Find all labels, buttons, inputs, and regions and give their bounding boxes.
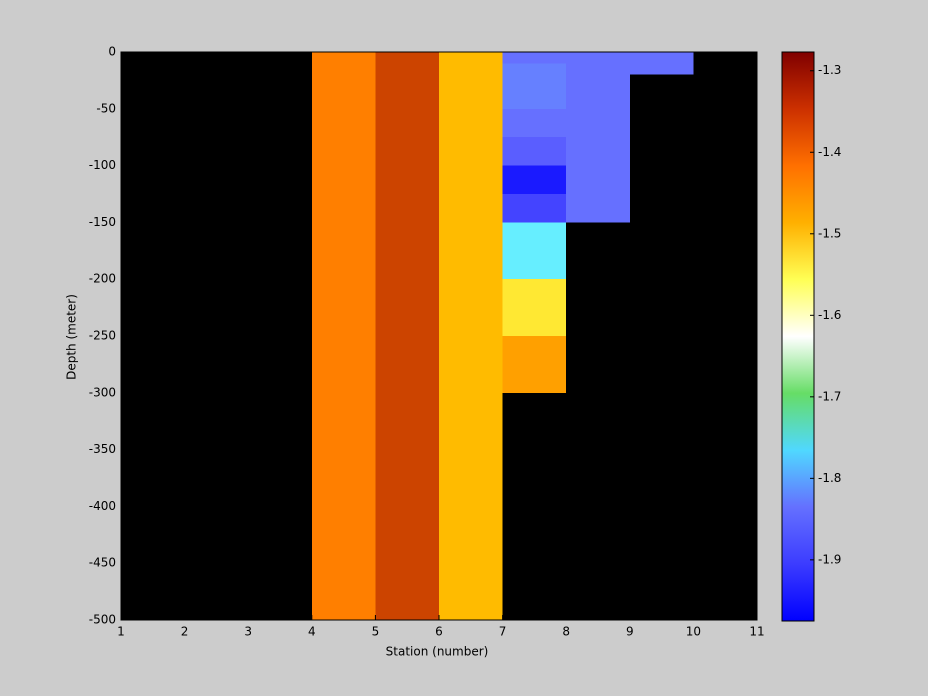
x-tick-label: 9 — [626, 625, 634, 639]
x-axis-label: Station (number) — [386, 645, 489, 659]
x-tick-label: 7 — [499, 625, 507, 639]
heatmap-cell — [502, 63, 567, 109]
colorbar — [781, 51, 815, 622]
x-tick-label: 4 — [308, 625, 316, 639]
colorbar-tick-label: -1.8 — [818, 471, 841, 485]
colorbar-tick-label: -1.3 — [818, 63, 841, 77]
x-tick-label: 6 — [435, 625, 443, 639]
x-tick-label: 3 — [244, 625, 252, 639]
x-tick-label: 1 — [117, 625, 125, 639]
x-tick-label: 8 — [562, 625, 570, 639]
colorbar-tick-label: -1.4 — [818, 145, 841, 159]
y-tick-label: -50 — [96, 101, 116, 115]
x-tick-label: 2 — [181, 625, 189, 639]
heatmap-cell — [502, 165, 567, 194]
y-tick-label: -300 — [89, 385, 116, 399]
x-tick-label: 5 — [372, 625, 380, 639]
y-tick-label: -200 — [89, 272, 116, 286]
x-tick-label: 11 — [749, 625, 764, 639]
heatmap-cell — [566, 74, 630, 223]
colorbar-tick-label: -1.5 — [818, 226, 841, 240]
heatmap-cell — [375, 52, 439, 620]
heatmap-cell — [502, 336, 567, 393]
y-tick-label: -150 — [89, 215, 116, 229]
heatmap-cell — [439, 52, 503, 620]
y-tick-label: -500 — [89, 613, 116, 627]
heatmap-cell — [502, 279, 567, 336]
y-tick-label: -350 — [89, 442, 116, 456]
colorbar-tick-label: -1.7 — [818, 389, 841, 403]
heatmap-cell — [502, 108, 567, 138]
colorbar-tick-label: -1.6 — [818, 308, 841, 322]
colorbar-tick-label: -1.9 — [818, 552, 841, 566]
heatmap-cell — [502, 137, 567, 166]
y-tick-label: -250 — [89, 329, 116, 343]
y-tick-label: -450 — [89, 556, 116, 570]
heatmap-cell — [502, 222, 567, 280]
y-tick-label: -100 — [89, 158, 116, 172]
y-axis-label: Depth (meter) — [65, 294, 79, 380]
y-tick-label: 0 — [108, 45, 116, 59]
x-tick-label: 10 — [686, 625, 701, 639]
heatmap-cell — [311, 52, 376, 620]
y-tick-label: -400 — [89, 499, 116, 513]
heatmap-cell — [502, 194, 567, 223]
